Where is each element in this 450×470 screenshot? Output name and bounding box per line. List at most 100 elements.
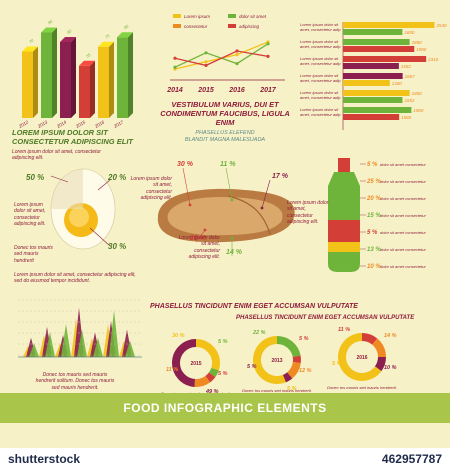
hbar-row-label: amet, consectetur adip xyxy=(300,112,341,117)
bread-label: 28 % xyxy=(189,235,207,242)
hbar-value: 1850 xyxy=(412,40,423,45)
egg-slice-label: 30 % xyxy=(108,242,126,251)
hbar-value: 1652 xyxy=(404,98,415,103)
line-point xyxy=(235,62,239,66)
bars-heading: LOREM IPSUM DOLOR SIT CONSECTETUR ADIPIS… xyxy=(12,128,133,146)
bread-leader xyxy=(225,167,233,201)
bar-3d-value: 90 xyxy=(47,18,54,25)
hbar xyxy=(343,46,415,52)
hbar-row-label: amet, consectetur adip xyxy=(300,95,341,100)
line-point xyxy=(204,60,208,64)
bar-3d-top xyxy=(79,60,95,66)
donut-label: 5 % xyxy=(218,339,228,345)
bar-3d-value: 75 xyxy=(104,33,111,40)
hbar-row-label: Lorem ipsum dolor sit xyxy=(300,39,339,44)
bread-leader-dot xyxy=(230,198,234,202)
area-spike-series xyxy=(22,310,135,357)
line-heading: VESTIBULUM VARIUS, DUI ET CONDIMENTUM FA… xyxy=(160,100,290,127)
bottle-band xyxy=(328,242,360,252)
bread-leader xyxy=(182,167,191,206)
bottle-value: 13 % xyxy=(367,247,381,253)
donut-year: 2015 xyxy=(190,361,201,367)
egg-yolk-highlight xyxy=(69,207,89,227)
bar-3d-top xyxy=(60,37,76,42)
donut-year: 2013 xyxy=(271,358,282,364)
line-point xyxy=(173,56,177,60)
donut-label: 14 % xyxy=(384,333,397,339)
donut-caption: Donec tos mauris sed mauris hendrerit. xyxy=(242,388,312,393)
donut-label: 10 % xyxy=(384,365,397,371)
bar-3d-top xyxy=(41,27,57,33)
bottle-value: 5 % xyxy=(367,162,378,168)
hbar xyxy=(343,29,403,35)
hbar xyxy=(343,73,403,79)
donut-segment xyxy=(195,339,220,371)
egg-leader xyxy=(97,179,111,191)
bread-leader xyxy=(261,179,271,209)
hbar xyxy=(343,80,390,86)
hbar xyxy=(343,114,400,120)
bread-body-3: Lorem ipsum dolor sit amet, consectetur … xyxy=(287,200,329,225)
line-point xyxy=(173,65,177,69)
bottle-row-label: dolor sit amet consectetur xyxy=(380,230,426,235)
area-spike-series xyxy=(22,318,129,357)
bread-leader-dot xyxy=(230,236,234,240)
hbar xyxy=(343,97,403,103)
line-legend-label: adipiscing xyxy=(239,24,260,29)
bar-3d-value: 55 xyxy=(85,52,92,59)
bottle-value: 15 % xyxy=(367,213,381,219)
bottle-row-label: dolor sit amet consectetur xyxy=(380,196,426,201)
bread-body-1: Lorem ipsum dolor sit amet, consectetur … xyxy=(130,176,172,201)
footer-title: FOOD INFOGRAPHIC ELEMENTS xyxy=(123,401,327,415)
bar-3d-category: 2017 xyxy=(112,119,124,129)
hbar-row-label: amet, consectetur adip xyxy=(300,61,341,66)
hbar xyxy=(343,56,427,62)
line-point xyxy=(266,54,270,59)
bread-body-2: Lorem ipsum dolor sit amet, consectetur … xyxy=(178,235,220,260)
area-body: Lorem ipsum dolor sit amet, consectetur … xyxy=(14,272,136,285)
hbar xyxy=(343,39,410,45)
bread-label: 30 % xyxy=(177,161,194,168)
bar-3d-front xyxy=(79,65,90,118)
bar-3d-side xyxy=(109,41,114,118)
egg-slice-label: 50 % xyxy=(26,173,44,182)
area-footer-text: Donec tos mauris sed mauris hendrerit so… xyxy=(35,372,115,391)
hbar-value: 2540 xyxy=(435,23,447,28)
donut-label: 49 % xyxy=(205,389,219,395)
bottle-row-label: dolor sit amet consectetur xyxy=(380,179,426,184)
bottle-band xyxy=(328,220,360,242)
line-point xyxy=(235,53,239,57)
hbar-row-label: Lorem ipsum dolor sit xyxy=(300,22,339,27)
egg-leader xyxy=(50,175,69,183)
donut-label: 5 % xyxy=(218,371,228,377)
bar-3d-category: 2014 xyxy=(55,119,67,129)
line-point xyxy=(204,63,208,67)
bottle-value: 20 % xyxy=(366,196,381,202)
bar-3d-value: 70 xyxy=(28,37,35,44)
donut-segment xyxy=(282,372,293,383)
bar-3d-value: 85 xyxy=(123,23,130,30)
bar-3d-front xyxy=(41,32,52,118)
bar-3d-front xyxy=(60,42,71,118)
bread-leader-dot xyxy=(188,203,192,207)
watermark-brand: shutterstock xyxy=(8,452,81,466)
bottle-value: 25 % xyxy=(366,179,381,185)
line-x-tick-label: 2014 xyxy=(166,87,183,94)
line-legend-swatch xyxy=(228,14,236,18)
watermark-bar: shutterstock 462957787 xyxy=(0,448,450,470)
bottle-row-label: dolor sit amet consectetur xyxy=(380,264,426,269)
donut-label: 5 % xyxy=(287,386,297,392)
bar-3d-side xyxy=(128,32,133,118)
bar-3d-side xyxy=(52,27,57,118)
hbar-row-label: Lorem ipsum dolor sit xyxy=(300,56,339,61)
bottle-row-label: dolor sit amet consectetur xyxy=(380,213,426,218)
donut-segment xyxy=(194,375,211,387)
bread-leader-dot xyxy=(203,228,207,232)
line-series xyxy=(174,41,269,70)
bread-label: 17 % xyxy=(272,173,289,180)
donut-caption: Donec tos mauris sed mauris hendrerit. xyxy=(327,385,397,390)
hbar-value: 1300 xyxy=(392,81,403,86)
bread-label: 14 % xyxy=(226,249,243,256)
line-legend-swatch xyxy=(228,24,236,28)
